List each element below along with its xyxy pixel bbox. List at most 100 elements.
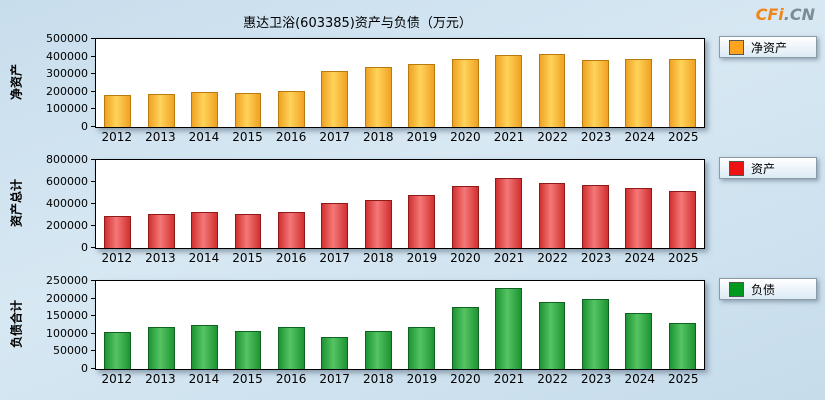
x-tick-label: 2013 (145, 130, 176, 144)
y-tick-label: 300000 (46, 67, 88, 81)
bar-net-assets-2021 (495, 54, 523, 127)
bar-total-assets-2025 (668, 191, 696, 248)
y-tick-mark (91, 225, 96, 226)
y-tick-mark (91, 332, 96, 334)
y-tick-label: 0 (81, 241, 88, 254)
bar-net-assets-2019 (408, 63, 436, 127)
y-tick-label: 400000 (46, 197, 88, 210)
x-tick-label: 2023 (580, 372, 612, 386)
x-axis-labels: 2012 2013 2014 2015 2016 2017 2018 2019 2020 2021… (95, 130, 705, 144)
bar-total-assets-2012 (104, 215, 132, 248)
bar-net-assets-2018 (364, 67, 392, 127)
site-logo: CFi.CN (756, 5, 815, 24)
x-tick-label: 2024 (624, 251, 655, 265)
x-tick-label: 2021 (493, 130, 525, 144)
x-tick-label: 2014 (188, 372, 220, 386)
bar-total-assets-2014 (191, 211, 219, 248)
x-tick-label: 2024 (624, 130, 655, 144)
x-tick-label: 2015 (232, 251, 263, 265)
bar-total-liabilities-2013 (147, 327, 175, 369)
bar-total-assets-2022 (538, 183, 566, 248)
chart-panel-net-assets: 净资产 0 100000 200000 300000 400000 500000 2012… (0, 32, 825, 155)
x-tick-label: 2023 (580, 251, 612, 265)
y-tick-mark (91, 38, 96, 39)
y-tick-mark (91, 315, 96, 317)
bar-total-liabilities-2022 (538, 302, 566, 369)
y-tick-label: 400000 (46, 49, 88, 63)
y-tick-label: 200000 (46, 84, 88, 98)
bar-net-assets-2012 (104, 95, 132, 127)
y-tick-mark (91, 126, 96, 127)
legend-label: 负债 (751, 282, 776, 297)
bar-net-assets-2014 (191, 92, 219, 127)
legend-net-assets: 净资产 (719, 36, 817, 58)
y-tick-label: 50000 (53, 344, 88, 358)
x-tick-label: 2016 (275, 251, 307, 265)
legend-swatch (729, 160, 744, 176)
x-tick-label: 2012 (101, 372, 133, 386)
y-tick-mark (91, 297, 96, 299)
bar-total-liabilities-2014 (191, 325, 219, 369)
x-tick-label: 2018 (362, 372, 394, 386)
y-tick-mark (91, 108, 96, 110)
x-tick-label: 2021 (493, 372, 525, 386)
bar-total-liabilities-2021 (495, 288, 523, 369)
x-tick-label: 2019 (406, 372, 438, 386)
y-tick-label: 100000 (46, 326, 88, 340)
x-tick-label: 2017 (319, 251, 350, 265)
y-tick-label: 200000 (46, 219, 88, 232)
x-axis-labels: 2012 2013 2014 2015 2016 2017 2018 2019 2020 2021… (95, 372, 705, 386)
x-tick-label: 2018 (362, 130, 394, 144)
legend-label: 净资产 (751, 40, 788, 55)
bar-net-assets-2013 (147, 94, 175, 127)
y-tick-label: 150000 (46, 309, 88, 323)
legend-swatch (729, 281, 744, 297)
bar-total-assets-2020 (451, 186, 479, 248)
x-tick-label: 2019 (406, 130, 438, 144)
bar-total-assets-2013 (147, 213, 175, 248)
x-axis-labels: 2012 2013 2014 2015 2016 2017 2018 2019 2020 2021… (95, 251, 705, 265)
x-tick-label: 2015 (232, 372, 263, 386)
chart-panel-total-assets: 资产总计 0 200000 400000 600000 800000 2012 2013 2… (0, 153, 825, 276)
y-axis-label: 净资产 (9, 63, 24, 101)
x-tick-label: 2012 (101, 130, 133, 144)
y-tick-label: 500000 (46, 32, 88, 45)
site-logo-part2: .CN (783, 5, 815, 24)
legend-label: 资产 (751, 161, 776, 176)
plot-area: 0 100000 200000 300000 400000 500000 (46, 32, 705, 133)
x-tick-label: 2020 (450, 372, 481, 386)
x-tick-label: 2013 (145, 372, 176, 386)
bar-net-assets-2023 (581, 60, 609, 127)
x-tick-label: 2013 (145, 251, 176, 265)
x-tick-label: 2022 (537, 130, 568, 144)
legend-assets: 资产 (719, 157, 817, 179)
y-tick-label: 250000 (46, 274, 88, 287)
x-tick-label: 2012 (101, 251, 133, 265)
x-tick-label: 2022 (537, 251, 568, 265)
x-tick-label: 2015 (232, 130, 263, 144)
y-tick-label: 100000 (46, 102, 88, 116)
bar-total-assets-2018 (364, 199, 392, 248)
x-tick-label: 2017 (319, 130, 350, 144)
x-tick-label: 2024 (624, 372, 655, 386)
bar-net-assets-2020 (451, 59, 479, 127)
y-tick-mark (91, 90, 96, 92)
bar-total-liabilities-2015 (234, 330, 262, 369)
x-tick-label: 2016 (275, 130, 307, 144)
y-tick-mark (91, 368, 96, 369)
chart-header: 惠达卫浴(603385)资产与负债（万元） CFi.CN (0, 0, 825, 34)
bar-net-assets-2022 (538, 53, 566, 127)
x-tick-label: 2021 (493, 251, 525, 265)
chart-panel-liabilities: 负债合计 0 50000 100000 150000 200000 250000 2012… (0, 274, 825, 397)
x-tick-label: 2020 (450, 130, 481, 144)
plot-area: 0 200000 400000 600000 800000 (46, 153, 705, 254)
y-tick-label: 600000 (46, 175, 88, 188)
x-tick-label: 2025 (668, 372, 699, 386)
y-tick-mark (91, 159, 96, 160)
y-tick-mark (91, 350, 96, 352)
bar-net-assets-2016 (277, 90, 305, 127)
x-tick-label: 2017 (319, 372, 350, 386)
bar-total-assets-2017 (321, 202, 349, 248)
bar-total-assets-2024 (625, 187, 653, 248)
